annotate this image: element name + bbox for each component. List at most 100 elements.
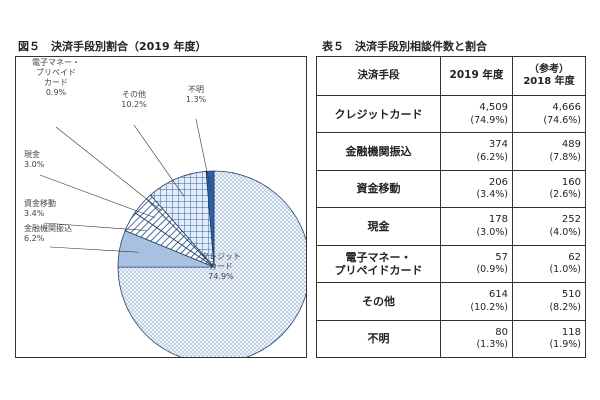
share-value: (1.9%) bbox=[549, 339, 581, 351]
header-reference-note: （参考） bbox=[529, 63, 569, 75]
table-row: 資金移動 206 (3.4%) 160 (2.6%) bbox=[316, 169, 586, 209]
row-label: 不明 bbox=[316, 319, 441, 359]
table-title: 表５ 決済手段別相談件数と割合 bbox=[322, 40, 487, 53]
count-value: 614 bbox=[488, 289, 508, 301]
cell-2018: 510 (8.2%) bbox=[512, 282, 586, 321]
row-label-line: 現金 bbox=[367, 219, 390, 233]
table-row: 電子マネー・ プリペイドカード 57 (0.9%) 62 (1.0%) bbox=[316, 244, 586, 284]
share-value: (0.9%) bbox=[476, 264, 508, 276]
slice-category-label: 金融機関振込 bbox=[24, 223, 72, 233]
pie-chart-frame: クレジット カード 74.9% 金融機関振込 6.2% 資金移動 3.4% 現金 3.0% 電子マ… bbox=[15, 56, 307, 358]
count-value: 178 bbox=[488, 214, 508, 226]
pie-slice bbox=[205, 170, 215, 268]
row-label-line: 金融機関振込 bbox=[345, 145, 412, 159]
slice-value-label: 3.4% bbox=[24, 209, 45, 218]
leader-line bbox=[133, 124, 185, 197]
cell-2018: 160 (2.6%) bbox=[512, 169, 586, 209]
slice-value-label: 1.3% bbox=[186, 95, 207, 104]
leader-line bbox=[55, 126, 162, 212]
pie-chart: クレジットカード74.9%金融機関振込6.2%資金移動3.4%現金3.0%電子マ… bbox=[24, 58, 306, 357]
row-label: その他 bbox=[316, 282, 441, 321]
header-2018-year: 2018 年度 bbox=[523, 76, 575, 87]
slice-value-label: 3.0% bbox=[24, 160, 45, 169]
slice-value-label: 6.2% bbox=[24, 234, 45, 243]
share-value: (74.9%) bbox=[470, 114, 508, 126]
table-row: 現金 178 (3.0%) 252 (4.0%) bbox=[316, 207, 586, 246]
leader-line bbox=[49, 246, 139, 253]
cell-2019: 614 (10.2%) bbox=[440, 282, 513, 321]
cell-2019: 4,509 (74.9%) bbox=[440, 94, 513, 134]
row-label-line: プリペイドカード bbox=[334, 263, 423, 277]
row-label-line: 資金移動 bbox=[356, 182, 401, 196]
header-method: 決済手段 bbox=[316, 56, 441, 96]
slice-value-label: 74.9% bbox=[208, 272, 234, 281]
figure-title: 図５ 決済手段別割合（2019 年度） bbox=[18, 40, 207, 53]
count-value: 80 bbox=[495, 326, 508, 338]
cell-2019: 57 (0.9%) bbox=[440, 244, 513, 284]
leader-line bbox=[39, 174, 156, 219]
table-row: クレジットカード 4,509 (74.9%) 4,666 (74.6%) bbox=[316, 94, 586, 134]
row-label: 現金 bbox=[316, 207, 441, 246]
cell-2018: 118 (1.9%) bbox=[512, 319, 586, 359]
count-value: 57 bbox=[495, 251, 508, 263]
row-label: 資金移動 bbox=[316, 169, 441, 209]
header-2019: 2019 年度 bbox=[440, 56, 513, 96]
share-value: (8.2%) bbox=[549, 301, 581, 313]
share-value: (7.8%) bbox=[549, 151, 581, 163]
slice-category-label: 資金移動 bbox=[24, 198, 56, 208]
cell-2019: 80 (1.3%) bbox=[440, 319, 513, 359]
cell-2019: 206 (3.4%) bbox=[440, 169, 513, 209]
count-value: 374 bbox=[488, 139, 508, 151]
slice-category-label: その他 bbox=[122, 89, 146, 99]
count-value: 62 bbox=[568, 251, 581, 263]
cell-2018: 489 (7.8%) bbox=[512, 132, 586, 171]
count-value: 510 bbox=[561, 289, 581, 301]
header-2018: （参考） 2018 年度 bbox=[512, 56, 586, 96]
count-value: 489 bbox=[561, 139, 581, 151]
row-label: 金融機関振込 bbox=[316, 132, 441, 171]
slice-category-label: クレジット bbox=[201, 252, 241, 261]
count-value: 4,666 bbox=[552, 102, 581, 114]
table-row: その他 614 (10.2%) 510 (8.2%) bbox=[316, 282, 586, 321]
count-value: 206 bbox=[488, 176, 508, 188]
share-value: (3.4%) bbox=[476, 189, 508, 201]
pie-slice bbox=[117, 170, 306, 357]
row-label-line: 不明 bbox=[367, 332, 390, 346]
slice-value-label: 0.9% bbox=[46, 88, 67, 97]
slice-category-label: 現金 bbox=[24, 149, 40, 159]
slice-category-label: 不明 bbox=[188, 85, 204, 94]
table-row: 金融機関振込 374 (6.2%) 489 (7.8%) bbox=[316, 132, 586, 171]
cell-2018: 4,666 (74.6%) bbox=[512, 94, 586, 134]
share-value: (4.0%) bbox=[549, 226, 581, 238]
row-label: 電子マネー・ プリペイドカード bbox=[316, 244, 441, 284]
cell-2018: 62 (1.0%) bbox=[512, 244, 586, 284]
leader-line bbox=[43, 222, 147, 231]
slice-value-label: 10.2% bbox=[121, 100, 147, 109]
share-value: (6.2%) bbox=[476, 151, 508, 163]
count-value: 160 bbox=[561, 176, 581, 188]
row-label-line: クレジットカード bbox=[334, 107, 423, 121]
share-value: (3.0%) bbox=[476, 226, 508, 238]
payment-method-table: 決済手段 2019 年度 （参考） 2018 年度 クレジットカード 4,509(… bbox=[316, 56, 586, 359]
leader-line bbox=[195, 118, 212, 191]
share-value: (1.0%) bbox=[549, 264, 581, 276]
share-value: (2.6%) bbox=[549, 189, 581, 201]
slice-category-label: 電子マネー・ bbox=[32, 58, 80, 67]
count-value: 118 bbox=[561, 326, 581, 338]
share-value: (74.6%) bbox=[543, 114, 581, 126]
slice-category-label: プリペイド bbox=[36, 68, 76, 77]
row-label-line: その他 bbox=[362, 294, 395, 308]
cell-2019: 178 (3.0%) bbox=[440, 207, 513, 246]
table-header-row: 決済手段 2019 年度 （参考） 2018 年度 bbox=[316, 56, 586, 96]
share-value: (1.3%) bbox=[476, 339, 508, 351]
row-label-line: 電子マネー・ bbox=[345, 250, 412, 264]
row-label: クレジットカード bbox=[316, 94, 441, 134]
cell-2018: 252 (4.0%) bbox=[512, 207, 586, 246]
table-row: 不明 80 (1.3%) 118 (1.9%) bbox=[316, 319, 586, 359]
count-value: 4,509 bbox=[479, 102, 508, 114]
cell-2019: 374 (6.2%) bbox=[440, 132, 513, 171]
share-value: (10.2%) bbox=[470, 301, 508, 313]
slice-category-label: カード bbox=[209, 262, 233, 271]
count-value: 252 bbox=[561, 214, 581, 226]
slice-category-label: カード bbox=[44, 78, 68, 87]
